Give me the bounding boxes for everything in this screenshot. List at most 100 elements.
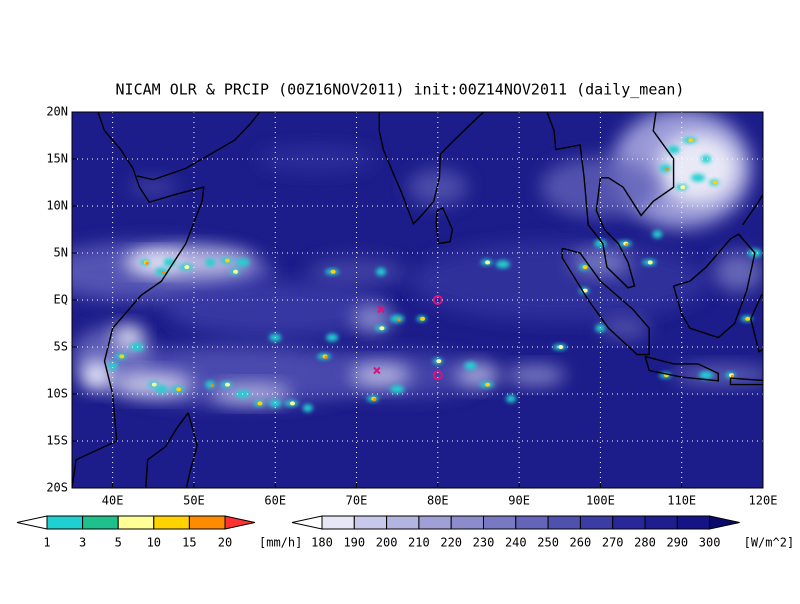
precip-max (161, 271, 165, 275)
precip-cell (390, 385, 405, 394)
precip-core (184, 265, 190, 270)
coastline (644, 355, 719, 382)
precip-cell (107, 361, 118, 370)
colorbar-box (515, 515, 549, 530)
colorbar-end (224, 515, 256, 530)
precip-max (730, 374, 734, 378)
cloud (210, 384, 291, 404)
colorbar-label: 3 (79, 536, 86, 550)
coastline (729, 377, 763, 386)
olr-field (72, 112, 763, 488)
precip-core (688, 138, 694, 143)
lat-label: EQ (54, 293, 68, 307)
cloud (713, 251, 763, 292)
precip-core (330, 269, 336, 274)
colorbar-box (321, 515, 355, 530)
precip-core (420, 316, 426, 321)
precip-core (233, 269, 239, 274)
map-title: NICAM OLR & PRCIP (00Z16NOV2011) init:00… (116, 81, 685, 99)
colorbar-label: 220 (440, 536, 462, 550)
colorbar-label: 250 (537, 536, 559, 550)
colorbar-label: 15 (182, 536, 196, 550)
lon-label: 120E (749, 494, 778, 508)
lat-label: 5S (54, 340, 68, 354)
cloud (123, 252, 184, 273)
colorbars: 1 3 5 10 15 20 [mm/h] 180 190 200 210 220 230 240 250 2… (16, 515, 794, 550)
x-marker (377, 305, 385, 314)
coastline (378, 112, 485, 226)
precip-cell (595, 324, 606, 333)
precip-cell (375, 267, 386, 276)
colorbar-box (418, 515, 452, 530)
cloud (128, 177, 179, 198)
precip-cell (390, 314, 405, 323)
precip-core (582, 265, 588, 270)
precip-max (397, 318, 401, 322)
precip-core (151, 382, 157, 387)
precip-max (210, 384, 214, 388)
colorbar-box (676, 515, 711, 530)
coastline (136, 112, 261, 181)
precip-max (625, 243, 629, 247)
colorbar-label: 240 (505, 536, 527, 550)
colorbar-label: 200 (376, 536, 398, 550)
colorbar-box (547, 515, 581, 530)
cloud (672, 365, 763, 386)
coastline (561, 247, 650, 356)
precip-core (257, 401, 263, 406)
cloud (350, 363, 411, 388)
precip-cell (652, 230, 663, 239)
precip-core (712, 180, 718, 185)
colorbar-box (450, 515, 485, 530)
x-marker (373, 366, 381, 375)
colorbar-box (483, 515, 517, 530)
cloud (456, 363, 501, 388)
precip-core (680, 185, 686, 190)
cloud (505, 365, 566, 386)
coastline (145, 412, 198, 488)
cloud (599, 318, 650, 339)
colorbar-label: 230 (473, 536, 495, 550)
precip-cell (235, 258, 250, 267)
map-frame (71, 111, 764, 489)
lon-label: 40E (102, 494, 124, 508)
colorbar-box (82, 515, 119, 530)
precip-cell (269, 399, 282, 408)
lon-label: 80E (427, 494, 449, 508)
coastline (742, 192, 763, 226)
precip-cell (699, 371, 714, 380)
precip-cell (505, 394, 516, 403)
lat-label: 20S (46, 481, 68, 495)
precip-cell (205, 258, 216, 267)
lat-label: 20N (46, 105, 68, 119)
colorbar-label: 190 (343, 536, 365, 550)
colorbar-label: 210 (408, 536, 430, 550)
precip-cell (701, 155, 712, 163)
precip-core (647, 260, 653, 265)
precip-core (485, 382, 491, 387)
cloud (81, 361, 112, 390)
lon-label: 50E (183, 494, 205, 508)
circle-marker (432, 295, 443, 305)
colorbar-unit: [mm/h] (259, 536, 302, 550)
colorbar-label: 260 (570, 536, 592, 550)
colorbar-box (153, 515, 190, 530)
precip-cell (495, 260, 510, 269)
precip-core (379, 326, 385, 331)
precip-core (436, 359, 442, 364)
colorbar-box (386, 515, 420, 530)
colorbar-label: 1 (43, 536, 50, 550)
lat-label: 10S (46, 387, 68, 401)
cloud (255, 145, 376, 173)
colorbar-end (709, 515, 740, 530)
precip-max (373, 398, 377, 402)
lon-label: 110E (667, 494, 696, 508)
colorbar-label: 280 (634, 536, 656, 550)
precip-core (558, 345, 564, 349)
precip-cell (667, 145, 680, 154)
precip-core (485, 260, 491, 265)
precip-core (119, 354, 125, 359)
precip-core (582, 288, 588, 293)
precip-cell (659, 164, 672, 173)
